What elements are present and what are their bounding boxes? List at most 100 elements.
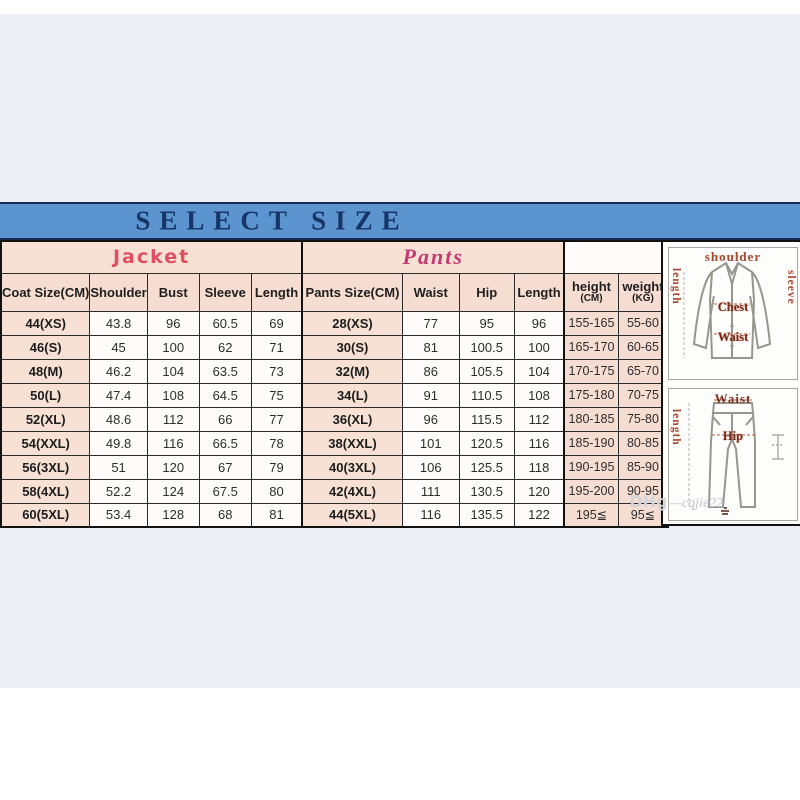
group-header-row: Jacket Pants bbox=[0, 240, 670, 274]
height-cell: 190-195 bbox=[563, 454, 619, 480]
jacket-size-cell: 50(L) bbox=[0, 382, 91, 408]
waist-cell: 106 bbox=[401, 454, 460, 480]
pants-length-cell: 96 bbox=[513, 310, 565, 336]
pants-length-label: length bbox=[670, 409, 682, 446]
bust-cell: 116 bbox=[146, 430, 200, 456]
sleeve-cell: 67.5 bbox=[198, 478, 252, 504]
height-cell: 180-185 bbox=[563, 406, 619, 432]
height-cell: 165-170 bbox=[563, 334, 619, 360]
shoulder-header: Shoulder bbox=[89, 272, 148, 312]
pants-length-cell: 100 bbox=[513, 334, 565, 360]
coat-size-header: Coat Size(CM) bbox=[0, 272, 91, 312]
height-cell: 175-180 bbox=[563, 382, 619, 408]
sleeve-cell: 68 bbox=[198, 502, 252, 528]
weight-header-main: weight bbox=[622, 278, 664, 294]
height-header-sub: (CM) bbox=[580, 292, 603, 304]
table-row: 54(XXL) 49.8 116 66.5 78 38(XXL) 101 120… bbox=[0, 430, 670, 456]
size-table: Jacket Pants Coat Size(CM) Shoulder Bust… bbox=[0, 240, 670, 528]
jacket-length-label: length bbox=[670, 268, 682, 305]
sleeve-cell: 66 bbox=[198, 406, 252, 432]
table-row: 52(XL) 48.6 112 66 77 36(XL) 96 115.5 11… bbox=[0, 406, 670, 432]
jacket-waist-label: Waist bbox=[717, 330, 749, 344]
weight-header-sub: (KG) bbox=[632, 292, 654, 304]
jacket-sketch bbox=[683, 255, 772, 359]
shoulder-cell: 52.2 bbox=[89, 478, 148, 504]
jacket-length-cell: 69 bbox=[250, 310, 303, 336]
weight-cell: 60-65 bbox=[617, 334, 670, 360]
pants-length-cell: 116 bbox=[513, 430, 565, 456]
pants-length-cell: 104 bbox=[513, 358, 565, 384]
pants-size-cell: 34(L) bbox=[301, 382, 403, 408]
column-header-row: Coat Size(CM) Shoulder Bust Sleeve Lengt… bbox=[0, 272, 670, 312]
jacket-length-cell: 78 bbox=[250, 430, 303, 456]
jacket-length-cell: 75 bbox=[250, 382, 303, 408]
pants-size-cell: 40(3XL) bbox=[301, 454, 403, 480]
hip-cell: 95 bbox=[458, 310, 515, 336]
jacket-length-cell: 73 bbox=[250, 358, 303, 384]
waist-cell: 96 bbox=[401, 406, 460, 432]
page-title: SELECT SIZE bbox=[135, 205, 409, 236]
pants-size-cell: 32(M) bbox=[301, 358, 403, 384]
pants-size-cell: 28(XS) bbox=[301, 310, 403, 336]
bust-header: Bust bbox=[146, 272, 200, 312]
weight-header: weight (KG) bbox=[617, 272, 670, 312]
bust-cell: 112 bbox=[146, 406, 200, 432]
waist-header: Waist bbox=[401, 272, 460, 312]
waist-cell: 116 bbox=[401, 502, 460, 528]
height-header: height (CM) bbox=[563, 272, 619, 312]
waist-cell: 101 bbox=[401, 430, 460, 456]
jacket-diagram: shoulder length sleeve Chest Waist bbox=[668, 247, 798, 380]
jacket-sleeve-label: sleeve bbox=[785, 270, 797, 305]
hip-header: Hip bbox=[458, 272, 515, 312]
sleeve-cell: 64.5 bbox=[198, 382, 252, 408]
pants-size-cell: 38(XXL) bbox=[301, 430, 403, 456]
shoulder-cell: 49.8 bbox=[89, 430, 148, 456]
bust-cell: 108 bbox=[146, 382, 200, 408]
shoulder-cell: 47.4 bbox=[89, 382, 148, 408]
sleeve-header: Sleeve bbox=[198, 272, 252, 312]
weight-cell: 80-85 bbox=[617, 430, 670, 456]
table-row: 60(5XL) 53.4 128 68 81 44(5XL) 116 135.5… bbox=[0, 502, 670, 528]
sleeve-cell: 62 bbox=[198, 334, 252, 360]
height-cell: 185-190 bbox=[563, 430, 619, 456]
pants-length-cell: 122 bbox=[513, 502, 565, 528]
jacket-size-cell: 54(XXL) bbox=[0, 430, 91, 456]
jacket-size-cell: 56(3XL) bbox=[0, 454, 91, 480]
jacket-length-cell: 71 bbox=[250, 334, 303, 360]
weight-cell: 90-95 bbox=[617, 478, 670, 504]
height-cell: 155-165 bbox=[563, 310, 619, 336]
pants-diagram: Waist length Hip bbox=[668, 388, 798, 521]
hip-cell: 120.5 bbox=[458, 430, 515, 456]
height-cell: 195≦ bbox=[563, 502, 619, 528]
sleeve-cell: 67 bbox=[198, 454, 252, 480]
hip-cell: 110.5 bbox=[458, 382, 515, 408]
waist-cell: 81 bbox=[401, 334, 460, 360]
shoulder-cell: 53.4 bbox=[89, 502, 148, 528]
jacket-length-cell: 77 bbox=[250, 406, 303, 432]
jacket-size-cell: 52(XL) bbox=[0, 406, 91, 432]
shoulder-cell: 46.2 bbox=[89, 358, 148, 384]
shoulder-cell: 45 bbox=[89, 334, 148, 360]
hip-cell: 130.5 bbox=[458, 478, 515, 504]
jacket-size-cell: 58(4XL) bbox=[0, 478, 91, 504]
pants-length-cell: 120 bbox=[513, 478, 565, 504]
waist-cell: 111 bbox=[401, 478, 460, 504]
pants-size-cell: 36(XL) bbox=[301, 406, 403, 432]
table-row: 58(4XL) 52.2 124 67.5 80 42(4XL) 111 130… bbox=[0, 478, 670, 504]
table-row: 48(M) 46.2 104 63.5 73 32(M) 86 105.5 10… bbox=[0, 358, 670, 384]
shoulder-cell: 43.8 bbox=[89, 310, 148, 336]
pants-size-header: Pants Size(CM) bbox=[301, 272, 403, 312]
hip-cell: 100.5 bbox=[458, 334, 515, 360]
pants-length-cell: 108 bbox=[513, 382, 565, 408]
bust-cell: 100 bbox=[146, 334, 200, 360]
title-banner: SELECT SIZE bbox=[0, 202, 800, 240]
pants-length-cell: 112 bbox=[513, 406, 565, 432]
hip-cell: 135.5 bbox=[458, 502, 515, 528]
jacket-length-cell: 81 bbox=[250, 502, 303, 528]
table-row: 44(XS) 43.8 96 60.5 69 28(XS) 77 95 96 1… bbox=[0, 310, 670, 336]
pants-hip-label: Hip bbox=[722, 429, 744, 443]
bust-cell: 104 bbox=[146, 358, 200, 384]
weight-cell: 55-60 bbox=[617, 310, 670, 336]
table-row: 46(S) 45 100 62 71 30(S) 81 100.5 100 16… bbox=[0, 334, 670, 360]
sleeve-cell: 66.5 bbox=[198, 430, 252, 456]
